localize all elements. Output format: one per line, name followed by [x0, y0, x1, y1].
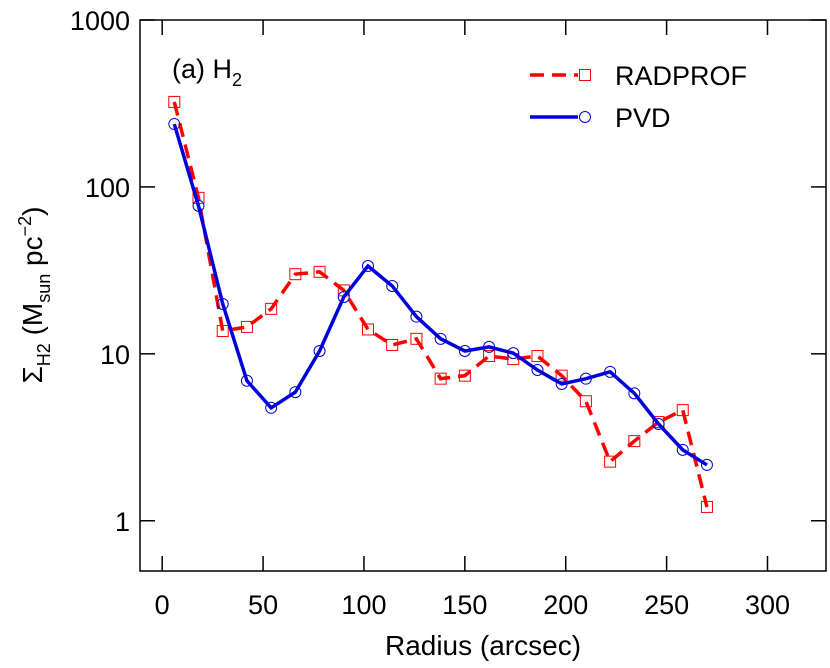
marker [652, 417, 665, 430]
marker [604, 365, 617, 378]
x-tick-label: 150 [442, 590, 487, 620]
marker [265, 302, 278, 315]
y-tick-label: 100 [85, 173, 130, 203]
marker [240, 374, 253, 387]
legend-marker [579, 69, 591, 81]
marker [700, 458, 713, 471]
y-tick-label: 1 [115, 507, 130, 537]
marker [337, 291, 350, 304]
series-line [172, 101, 709, 508]
y-label-part: pc [17, 236, 48, 273]
x-axis-label: Radius (arcsec) [385, 630, 581, 661]
series-line [172, 123, 708, 467]
marker [386, 279, 399, 292]
marker [240, 320, 253, 333]
x-tick-label: 100 [341, 590, 386, 620]
y-tick-label: 10 [100, 340, 130, 370]
marker [410, 310, 423, 323]
marker [579, 395, 592, 408]
marker [265, 401, 278, 414]
marker [458, 344, 471, 357]
marker [313, 344, 326, 357]
x-tick-label: 0 [155, 590, 170, 620]
annotation-text: (a) H [172, 54, 232, 84]
marker [386, 338, 399, 351]
x-tick-label: 200 [543, 590, 588, 620]
marker [555, 377, 568, 390]
marker [168, 118, 181, 131]
x-tick-label: 300 [745, 590, 790, 620]
annotation: (a) H2 [172, 54, 242, 90]
marker [458, 369, 471, 382]
marker [434, 332, 447, 345]
y-label-part: H2 [34, 343, 54, 366]
y-label-part: sun [34, 274, 54, 303]
marker [361, 323, 374, 336]
marker [168, 95, 181, 108]
marker [289, 386, 302, 399]
marker [483, 350, 496, 363]
marker [483, 340, 496, 353]
marker [579, 372, 592, 385]
marker [361, 259, 374, 272]
marker [410, 332, 423, 345]
marker [628, 387, 641, 400]
legend-marker [579, 111, 591, 123]
y-label-part: Σ [17, 366, 48, 383]
marker [555, 369, 568, 382]
marker [531, 350, 544, 363]
annotation-subscript: 2 [232, 70, 242, 90]
marker [604, 455, 617, 468]
y-label-part: −2 [15, 216, 35, 237]
marker [507, 347, 520, 360]
marker [676, 404, 689, 417]
marker [313, 265, 326, 278]
marker [216, 325, 229, 338]
y-axis-label: ΣH2 (Msun pc−2) [15, 206, 54, 383]
y-label-part: ) [17, 206, 48, 215]
marker [628, 435, 641, 448]
marker [434, 372, 447, 385]
x-tick-label: 50 [248, 590, 278, 620]
marker [700, 500, 713, 513]
legend-label: PVD [615, 103, 671, 133]
legend-label: RADPROF [615, 61, 747, 91]
marker [289, 268, 302, 281]
y-label-part: (M [17, 303, 48, 343]
y-tick-label: 1000 [70, 6, 130, 36]
marker [531, 364, 544, 377]
plot-frame [139, 19, 827, 572]
x-tick-label: 250 [644, 590, 689, 620]
marker [192, 199, 205, 212]
marker [676, 443, 689, 456]
marker [216, 297, 229, 310]
